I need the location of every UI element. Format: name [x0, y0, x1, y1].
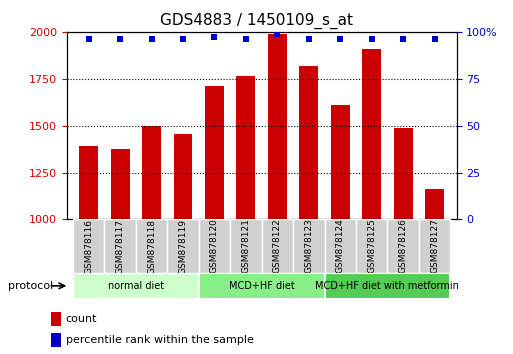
Bar [199, 219, 230, 273]
Bar [262, 219, 293, 273]
Point [430, 36, 439, 42]
Bar [51, 312, 61, 326]
Bar [167, 219, 199, 273]
Bar [362, 49, 381, 219]
Text: GSM878125: GSM878125 [367, 218, 376, 274]
Text: GDS4883 / 1450109_s_at: GDS4883 / 1450109_s_at [160, 12, 353, 29]
Bar [300, 65, 318, 219]
Bar [230, 219, 262, 273]
Bar [136, 219, 167, 273]
Bar [425, 189, 444, 219]
Text: GSM878118: GSM878118 [147, 218, 156, 274]
Bar [205, 86, 224, 219]
Bar [419, 219, 450, 273]
Text: GSM878117: GSM878117 [115, 218, 125, 274]
Text: GSM878119: GSM878119 [179, 218, 188, 274]
Point [116, 36, 124, 42]
Point [305, 36, 313, 42]
Text: GSM878123: GSM878123 [304, 218, 313, 274]
Bar [236, 76, 255, 219]
Text: MCD+HF diet: MCD+HF diet [229, 281, 294, 291]
Bar [356, 219, 387, 273]
Bar [325, 273, 450, 299]
Point [336, 36, 344, 42]
Point [368, 36, 376, 42]
Text: GSM878122: GSM878122 [273, 219, 282, 273]
Bar [80, 146, 98, 219]
Text: percentile rank within the sample: percentile rank within the sample [66, 335, 253, 345]
Bar [268, 34, 287, 219]
Bar [387, 219, 419, 273]
Bar [393, 127, 412, 219]
Bar [173, 134, 192, 219]
Text: normal diet: normal diet [108, 281, 164, 291]
Point [273, 31, 282, 36]
Point [179, 36, 187, 42]
Bar [293, 219, 325, 273]
Bar [73, 219, 105, 273]
Text: GSM878120: GSM878120 [210, 218, 219, 274]
Bar [325, 219, 356, 273]
Text: GSM878116: GSM878116 [84, 218, 93, 274]
Point [399, 36, 407, 42]
Text: GSM878127: GSM878127 [430, 218, 439, 274]
Text: GSM878121: GSM878121 [242, 218, 250, 274]
Bar [105, 219, 136, 273]
Point [85, 36, 93, 42]
Text: count: count [66, 314, 97, 324]
Bar [142, 126, 161, 219]
Bar [331, 105, 350, 219]
Text: GSM878124: GSM878124 [336, 219, 345, 273]
Bar [111, 149, 130, 219]
Text: protocol: protocol [8, 281, 53, 291]
Text: MCD+HF diet with metformin: MCD+HF diet with metformin [315, 281, 459, 291]
Text: GSM878126: GSM878126 [399, 218, 408, 274]
Point [147, 36, 155, 42]
Bar [73, 273, 199, 299]
Point [242, 36, 250, 42]
Bar [51, 333, 61, 347]
Bar [199, 273, 325, 299]
Point [210, 35, 219, 40]
